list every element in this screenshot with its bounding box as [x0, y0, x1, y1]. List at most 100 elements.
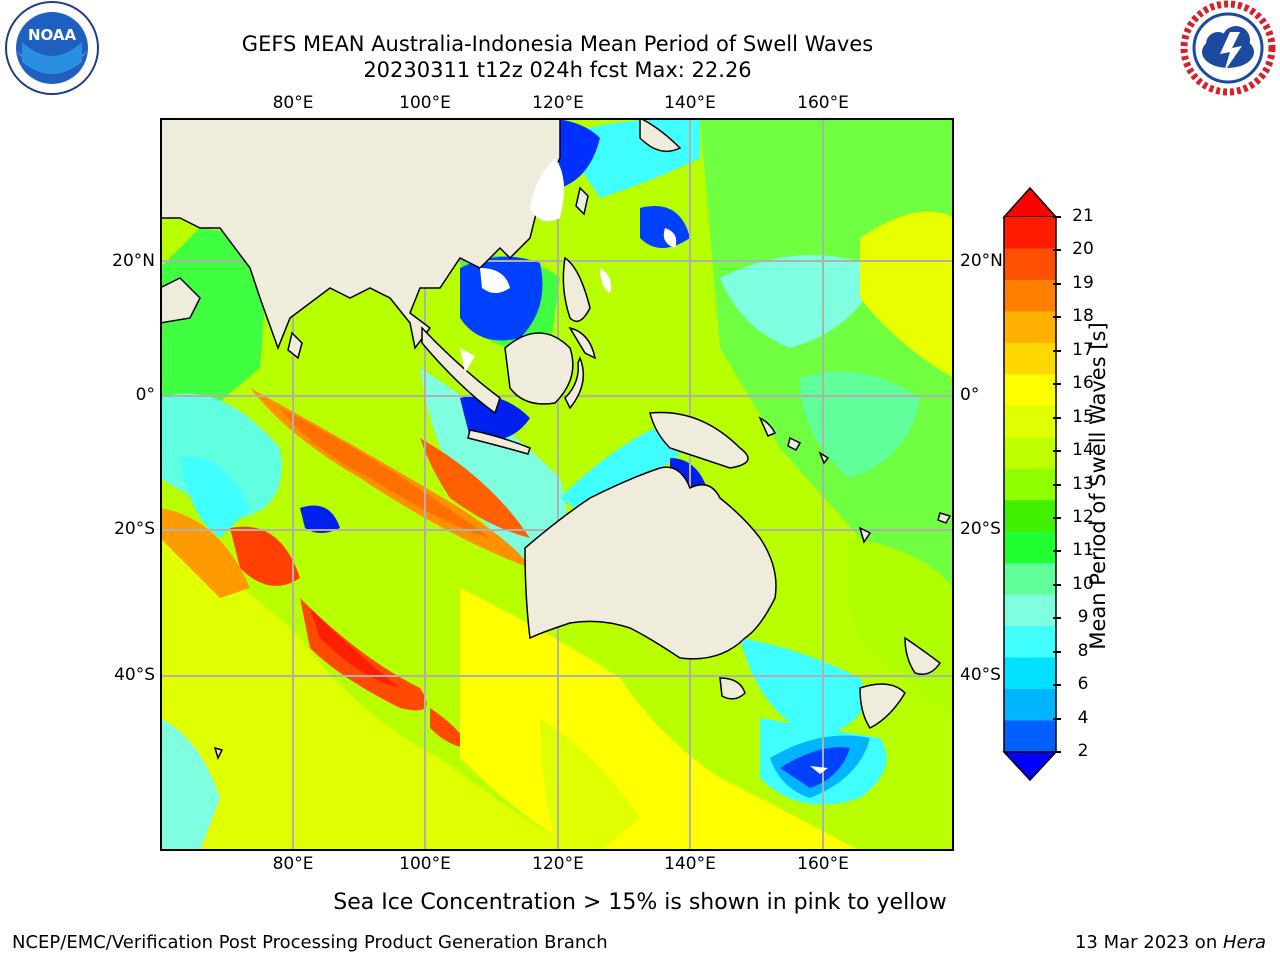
colorbar-tick-label: 13 — [1072, 473, 1094, 494]
colorbar-tick-mark — [1053, 617, 1061, 620]
lon-label-bottom: 140°E — [664, 854, 716, 874]
colorbar-band — [1004, 342, 1056, 375]
field-zone — [800, 371, 920, 478]
colorbar-ticks: 21 20 19 18 17 16 15 14 13 12 11 10 9 8 6 4 2 — [1053, 0, 1113, 960]
colorbar-tick-mark — [1053, 583, 1061, 586]
chart-title: GEFS MEAN Australia-Indonesia Mean Perio… — [241, 32, 874, 56]
colorbar-tick-mark — [1053, 349, 1061, 352]
colorbar-tick-mark — [1053, 416, 1061, 419]
colorbar-band — [1004, 689, 1056, 722]
sea-ice-caption: Sea Ice Concentration > 15% is shown in … — [333, 890, 947, 915]
footer-host: Hera — [1222, 932, 1266, 953]
colorbar-band — [1004, 720, 1056, 753]
lon-label-bottom: 80°E — [272, 854, 314, 874]
colorbar-tick-label: 2 — [1077, 741, 1089, 761]
colorbar-tick-label: 12 — [1072, 506, 1094, 527]
lon-label-top: 80°E — [272, 93, 314, 113]
colorbar-tick-label: 16 — [1072, 373, 1094, 394]
field-zone — [230, 526, 300, 586]
colorbar-tick-mark — [1053, 282, 1061, 285]
island — [758, 416, 777, 437]
island — [564, 355, 585, 410]
colorbar — [1000, 186, 1060, 782]
field-zone — [560, 418, 687, 518]
colorbar-tick-mark — [1053, 650, 1061, 653]
field-zone — [740, 638, 865, 738]
colorbar-band — [1004, 563, 1056, 596]
lat-label-right: 0° — [960, 385, 980, 405]
colorbar-tick-label: 9 — [1077, 607, 1089, 628]
colorbar-tick-label: 11 — [1072, 540, 1094, 561]
island — [421, 326, 501, 415]
colorbar-tick-label: 14 — [1072, 440, 1094, 461]
lon-label-top: 140°E — [664, 93, 716, 113]
colorbar-band — [1004, 405, 1056, 438]
colorbar-tick-mark — [1053, 316, 1061, 319]
colorbar-band — [1004, 626, 1056, 659]
field-zone — [720, 255, 880, 348]
no-data-patch — [600, 268, 612, 293]
lat-label-left: 40°S — [114, 665, 155, 685]
colorbar-tick-mark — [1053, 550, 1061, 553]
lat-label-left: 0° — [135, 385, 155, 405]
field-zone — [160, 228, 270, 418]
noaa-logo: NOAA — [2, 0, 102, 100]
no-data-patch — [460, 348, 475, 373]
no-data-patch — [530, 158, 564, 222]
island — [568, 326, 597, 360]
colorbar-tick-mark — [1053, 717, 1061, 720]
landmass — [160, 277, 201, 324]
lon-label-top: 100°E — [399, 93, 451, 113]
no-data-patch — [663, 228, 677, 248]
island — [858, 526, 872, 544]
lon-label-bottom: 160°E — [797, 854, 849, 874]
field-zone — [300, 598, 427, 711]
colorbar-tick-label: 20 — [1072, 239, 1094, 260]
island — [213, 746, 224, 761]
field-zone — [420, 368, 567, 578]
lat-label-right: 40°S — [960, 665, 1001, 685]
lat-label-left: 20°N — [112, 251, 155, 271]
colorbar-tick-label: 21 — [1072, 206, 1094, 226]
colorbar-tick-mark — [1053, 383, 1061, 386]
colorbar-band — [1004, 531, 1056, 564]
svg-text:NOAA: NOAA — [28, 26, 77, 44]
field-zone — [460, 256, 543, 341]
colorbar-tick-mark — [1053, 516, 1061, 519]
island — [904, 636, 942, 675]
asia-landmass — [160, 118, 561, 351]
field-zone — [160, 538, 580, 851]
island — [719, 677, 746, 700]
nws-logo — [1178, 0, 1278, 100]
island — [937, 512, 952, 524]
colorbar-tick-label: 6 — [1077, 674, 1089, 695]
colorbar-tick-mark — [1053, 751, 1061, 753]
island — [639, 118, 682, 153]
colorbar-band — [1004, 594, 1056, 627]
lat-label-left: 20°S — [114, 519, 155, 539]
footer-date-text: 13 Mar 2023 on — [1074, 932, 1223, 953]
colorbar-underflow-triangle — [1002, 751, 1058, 782]
colorbar-tick-label: 10 — [1072, 573, 1094, 594]
island — [787, 436, 802, 451]
field-zone — [460, 395, 530, 441]
colorbar-tick-label: 18 — [1072, 306, 1094, 327]
field-zone — [160, 718, 220, 851]
colorbar-band — [1004, 500, 1056, 533]
island — [287, 331, 303, 360]
colorbar-tick-label: 19 — [1072, 272, 1094, 293]
field-zone — [540, 718, 640, 851]
field-zone — [640, 206, 690, 248]
footer-date: 13 Mar 2023 on Hera — [1075, 932, 1266, 953]
lon-label-bottom: 120°E — [532, 854, 584, 874]
colorbar-band — [1004, 657, 1056, 690]
colorbar-tick-label: 17 — [1072, 339, 1094, 360]
lon-label-top: 160°E — [797, 93, 849, 113]
colorbar-tick-mark — [1053, 450, 1061, 453]
no-data-patch — [480, 268, 510, 293]
lon-label-top: 120°E — [532, 93, 584, 113]
colorbar-band — [1004, 437, 1056, 470]
island — [504, 332, 574, 405]
field-zone — [300, 505, 340, 533]
no-data-patch — [810, 766, 828, 774]
